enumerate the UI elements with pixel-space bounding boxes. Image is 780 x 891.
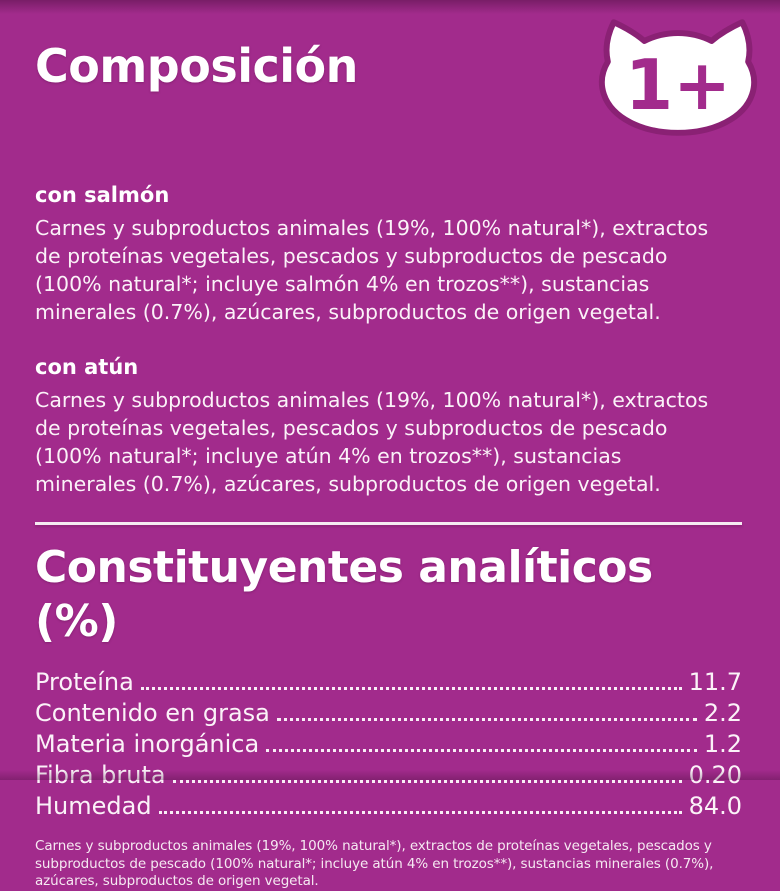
- row-value: 2.2: [703, 699, 742, 727]
- row-label: Humedad: [35, 792, 152, 820]
- ingredients-section-tuna: con atún Carnes y subproductos animales …: [35, 354, 742, 498]
- variant-heading-salmon: con salmón: [35, 183, 170, 207]
- table-row-crude-fiber: Fibra bruta 0.20: [35, 760, 742, 791]
- analytical-constituents-title: Constituyentes analíticos (%): [35, 542, 653, 647]
- dot-leader: [266, 749, 697, 752]
- ingredients-section-salmon: con salmón Carnes y subproductos animale…: [35, 182, 742, 326]
- row-label: Fibra bruta: [35, 761, 166, 789]
- dot-leader: [158, 811, 682, 814]
- dot-leader: [172, 780, 682, 783]
- row-value: 0.20: [688, 761, 742, 789]
- dot-leader: [140, 687, 682, 690]
- row-label: Proteína: [35, 668, 134, 696]
- row-label: Contenido en grasa: [35, 699, 270, 727]
- ingredients-footnote: Carnes y subproductos animales (19%, 100…: [35, 838, 714, 889]
- dot-leader: [276, 718, 697, 721]
- row-value: 1.2: [703, 730, 742, 758]
- row-label: Materia inorgánica: [35, 730, 260, 758]
- pet-food-label-panel: Composición 1+ con salmón Carnes y subpr…: [35, 0, 758, 889]
- cat-head-shape: [598, 19, 758, 136]
- ingredients-text-salmon: Carnes y subproductos animales (19%, 100…: [35, 216, 709, 324]
- section-divider: [35, 522, 742, 525]
- table-row-moisture: Humedad 84.0: [35, 791, 742, 822]
- composition-title: Composición: [35, 39, 358, 93]
- age-badge-text: 1+: [625, 46, 731, 126]
- row-value: 11.7: [688, 668, 742, 696]
- variant-heading-tuna: con atún: [35, 355, 139, 379]
- row-value: 84.0: [688, 792, 742, 820]
- analytical-constituents-table: Proteína 11.7 Contenido en grasa 2.2 Mat…: [35, 667, 742, 822]
- table-row-protein: Proteína 11.7: [35, 667, 742, 698]
- ingredients-text-tuna: Carnes y subproductos animales (19%, 100…: [35, 388, 709, 496]
- cat-head-icon: 1+: [598, 19, 758, 136]
- header: Composición 1+: [35, 0, 758, 138]
- table-row-inorganic-matter: Materia inorgánica 1.2: [35, 729, 742, 760]
- table-row-fat: Contenido en grasa 2.2: [35, 698, 742, 729]
